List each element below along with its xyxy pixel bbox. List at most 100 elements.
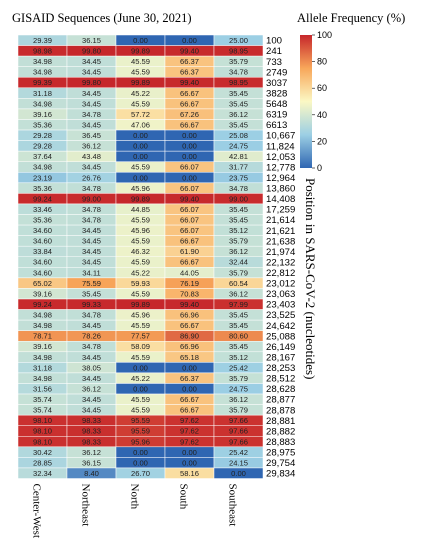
cell-value-label: 31.56 (33, 384, 52, 393)
position-label: 6319 (266, 110, 287, 121)
cell-value-label: 34.60 (33, 268, 52, 277)
position-label: 22,812 (266, 268, 295, 279)
cell-value-label: 24.15 (229, 458, 248, 467)
cell-value-label: 99.33 (82, 300, 101, 309)
cell-value-label: 45.59 (131, 57, 150, 66)
cell-value-label: 95.59 (131, 416, 150, 425)
cell-value-label: 97.99 (229, 300, 248, 309)
position-label: 29,754 (266, 458, 296, 469)
colorbar-tick-label: 60 (317, 83, 327, 93)
position-label: 5648 (266, 99, 287, 110)
cell-value-label: 0.00 (182, 363, 197, 372)
cell-value-label: 37.64 (33, 152, 52, 161)
cell-value-label: 66.96 (180, 342, 199, 351)
cell-value-label: 0.00 (133, 173, 148, 182)
position-label: 12,778 (266, 162, 295, 173)
cell-value-label: 36.15 (82, 36, 101, 45)
cell-value-label: 34.78 (82, 342, 101, 351)
cell-value-label: 31.18 (33, 89, 52, 98)
position-label: 23,525 (266, 310, 295, 321)
region-labels: Center-West Northeast North South Southeast (31, 484, 239, 538)
cell-value-label: 34.45 (82, 99, 101, 108)
position-label: 17,259 (266, 205, 295, 216)
cell-value-label: 44.05 (180, 268, 199, 277)
position-label: 3037 (266, 78, 287, 89)
colorbar-gradient (300, 35, 312, 168)
cell-value-label: 66.07 (180, 184, 199, 193)
cell-value-label: 36.12 (82, 384, 101, 393)
position-label: 29,834 (266, 469, 296, 480)
cell-value-label: 99.89 (131, 47, 150, 56)
cell-value-label: 36.12 (82, 448, 101, 457)
cell-value-label: 35.45 (229, 89, 248, 98)
cell-value-label: 66.67 (180, 237, 199, 246)
cell-value-label: 97.66 (229, 437, 248, 446)
cell-value-label: 98.10 (33, 427, 52, 436)
cell-value-label: 25.08 (229, 131, 248, 140)
position-label: 22,132 (266, 257, 295, 268)
cell-value-label: 38.05 (82, 363, 101, 372)
cell-value-label: 35.74 (33, 395, 52, 404)
cell-value-label: 34.78 (82, 184, 101, 193)
position-label: 12,053 (266, 152, 295, 163)
cell-value-label: 80.60 (229, 332, 248, 341)
cell-value-label: 34.45 (82, 247, 101, 256)
cell-value-label: 98.33 (82, 427, 101, 436)
cell-value-label: 99.80 (82, 78, 101, 87)
cell-value-label: 34.98 (33, 68, 52, 77)
cell-value-label: 70.83 (180, 289, 199, 298)
position-label: 28,882 (266, 426, 295, 437)
region-label: Northeast (80, 484, 92, 527)
region-label: South (178, 484, 190, 510)
cell-value-label: 97.62 (180, 427, 199, 436)
cell-value-label: 45.59 (131, 258, 150, 267)
position-label: 28,877 (266, 395, 295, 406)
position-label: 21,638 (266, 236, 295, 247)
cell-value-label: 33.84 (33, 247, 52, 256)
cell-value-label: 66.07 (180, 216, 199, 225)
cell-value-label: 32.34 (33, 469, 52, 478)
cell-value-label: 34.45 (82, 395, 101, 404)
cell-value-label: 0.00 (133, 36, 148, 45)
cell-value-label: 45.59 (131, 216, 150, 225)
cell-value-label: 24.75 (229, 142, 248, 151)
cell-value-label: 66.37 (180, 68, 199, 77)
position-label: 25,088 (266, 331, 295, 342)
cell-value-label: 35.79 (229, 237, 248, 246)
position-label: 11,824 (266, 141, 295, 152)
cell-value-label: 58.16 (180, 469, 199, 478)
cell-value-label: 34.98 (33, 99, 52, 108)
cell-value-label: 99.89 (131, 194, 150, 203)
cell-value-label: 34.98 (33, 57, 52, 66)
cell-value-label: 99.00 (229, 194, 248, 203)
cell-value-label: 34.78 (82, 311, 101, 320)
cell-value-label: 34.78 (229, 68, 248, 77)
cell-value-label: 34.78 (82, 110, 101, 119)
cell-value-label: 34.45 (82, 258, 101, 267)
cell-value-label: 34.78 (82, 205, 101, 214)
cell-value-label: 35.45 (229, 342, 248, 351)
cell-value-label: 77.57 (131, 332, 150, 341)
region-label: North (129, 484, 141, 510)
cell-value-label: 35.45 (229, 99, 248, 108)
cell-value-label: 65.02 (33, 279, 52, 288)
cell-value-label: 35.79 (229, 374, 248, 383)
position-label: 28,975 (266, 448, 295, 459)
colorbar-tick-label: 40 (317, 110, 327, 120)
cell-value-label: 35.12 (229, 226, 248, 235)
cell-value-label: 25.00 (229, 36, 248, 45)
cell-value-label: 0.00 (133, 152, 148, 161)
position-label: 28,253 (266, 363, 295, 374)
position-label: 3828 (266, 88, 287, 99)
position-labels: 10024173327493037382856486319661310,6671… (266, 36, 296, 480)
colorbar-tick-label: 20 (317, 136, 327, 146)
cell-value-label: 28.85 (33, 458, 52, 467)
position-label: 28,883 (266, 437, 295, 448)
cell-value-label: 36.12 (82, 142, 101, 151)
cell-value-label: 0.00 (182, 36, 197, 45)
cell-value-label: 34.45 (82, 89, 101, 98)
cell-value-label: 66.07 (180, 226, 199, 235)
cell-value-label: 35.45 (229, 321, 248, 330)
